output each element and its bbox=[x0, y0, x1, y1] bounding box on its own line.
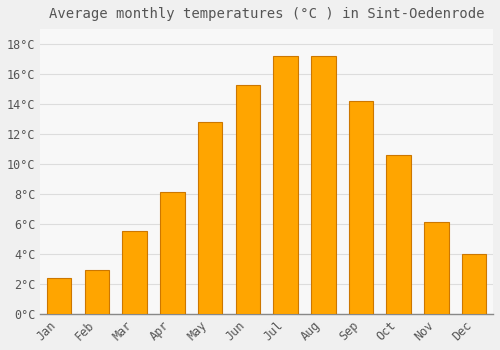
Bar bbox=[386, 155, 411, 314]
Bar bbox=[47, 278, 72, 314]
Bar bbox=[84, 271, 109, 314]
Title: Average monthly temperatures (°C ) in Sint-Oedenrode: Average monthly temperatures (°C ) in Si… bbox=[49, 7, 484, 21]
Bar bbox=[160, 193, 184, 314]
Bar bbox=[311, 56, 336, 314]
Bar bbox=[424, 223, 448, 314]
Bar bbox=[236, 84, 260, 314]
Bar bbox=[348, 101, 374, 314]
Bar bbox=[462, 254, 486, 314]
Bar bbox=[198, 122, 222, 314]
Bar bbox=[274, 56, 298, 314]
Bar bbox=[122, 231, 147, 314]
